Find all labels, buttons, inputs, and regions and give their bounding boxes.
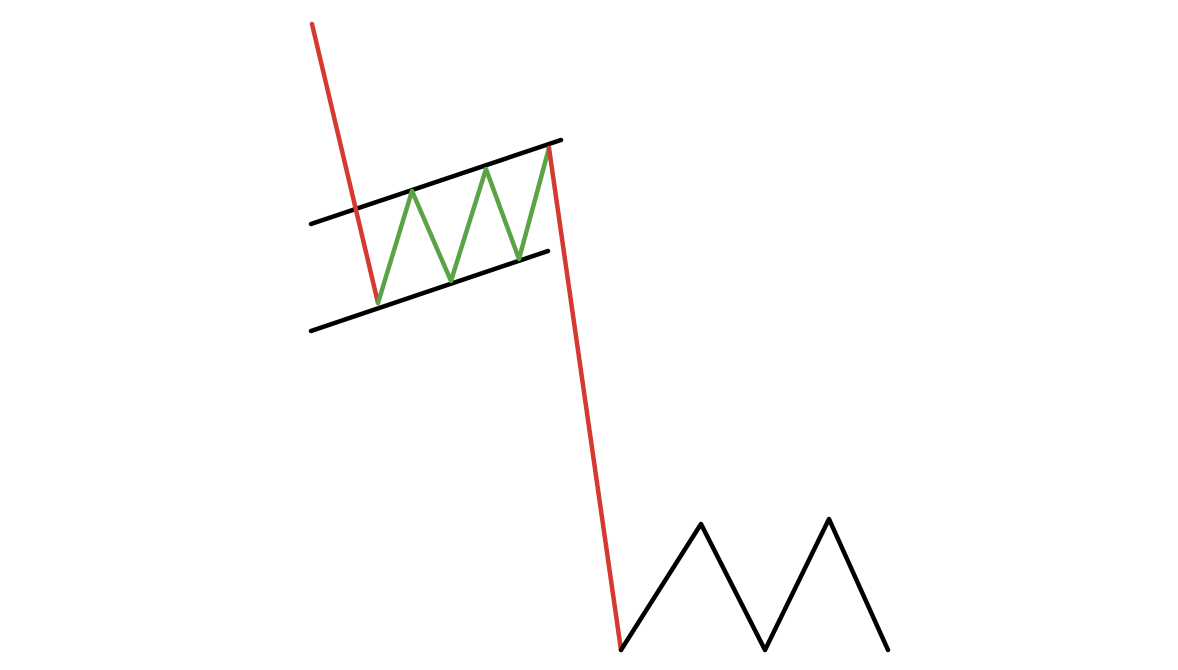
flagpole-lower-line bbox=[546, 145, 624, 653]
flag-channel-top-line bbox=[308, 137, 564, 227]
flag-zigzag-line bbox=[375, 145, 552, 306]
flagpole-upper-line bbox=[309, 21, 381, 306]
continuation-zigzag-line bbox=[618, 516, 891, 653]
flag-channel-bottom-line bbox=[308, 248, 551, 334]
